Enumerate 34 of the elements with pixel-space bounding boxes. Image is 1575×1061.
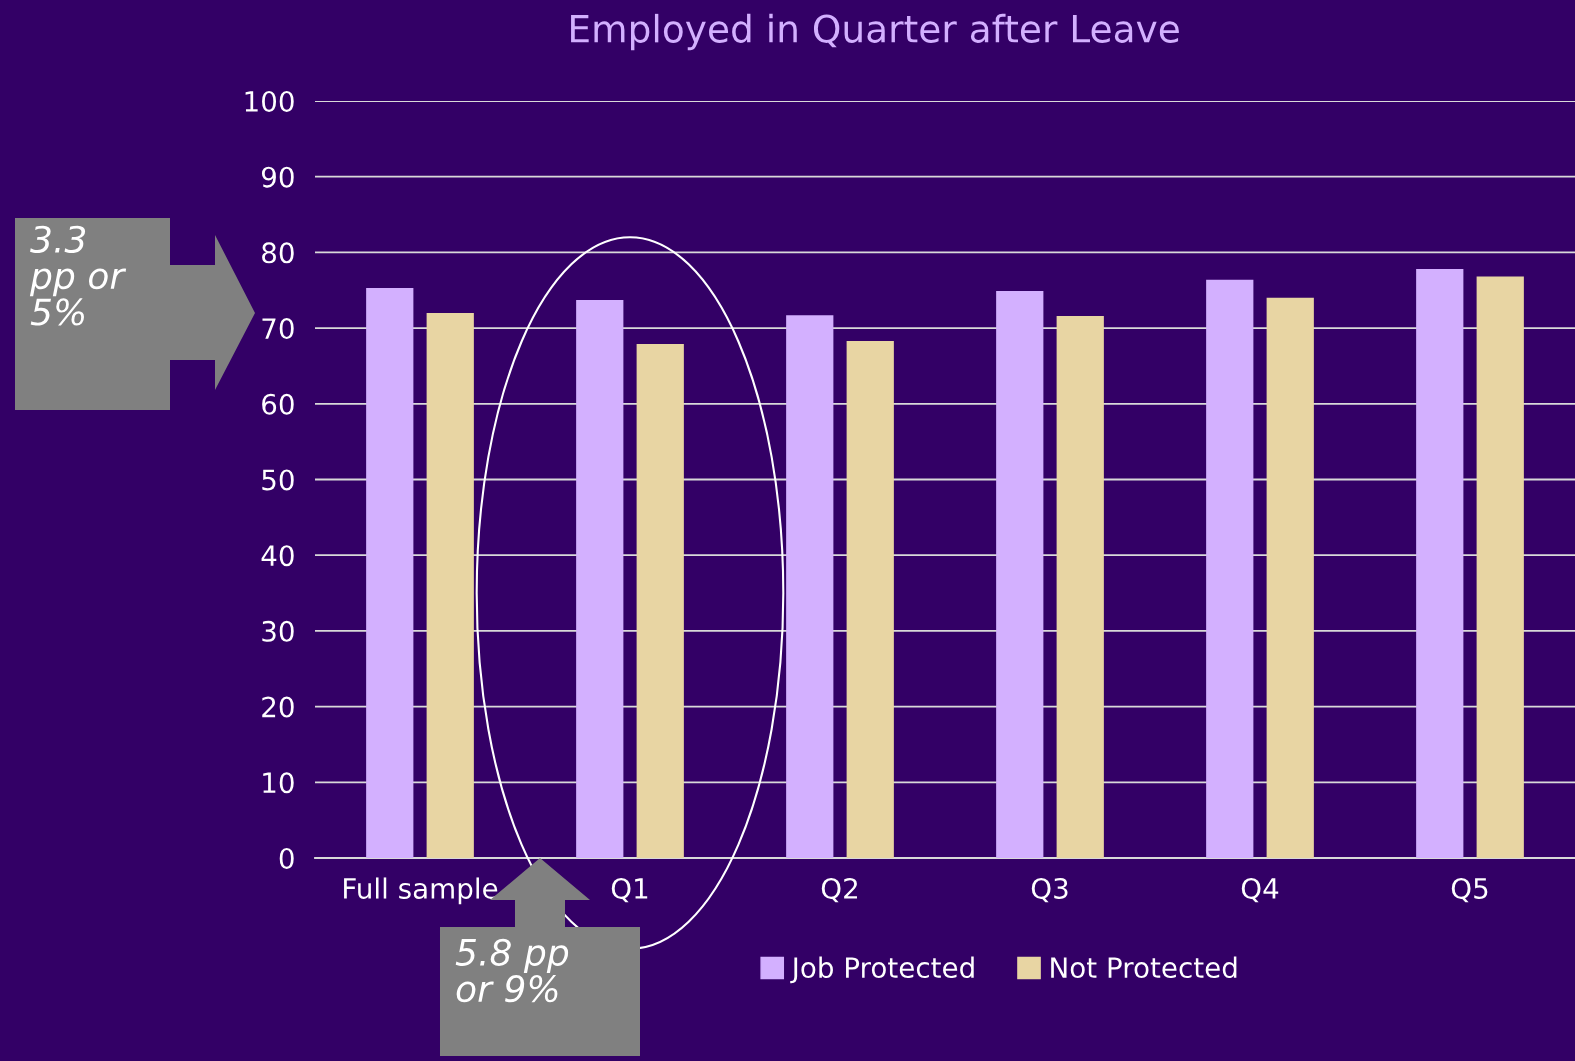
x-tick-label: Q2 [821,877,857,903]
x-tick-label: Q1 [611,877,648,903]
bar [786,315,834,858]
bar [1476,276,1524,858]
x-tick-label: Q5 [1451,877,1488,903]
bar [576,300,624,858]
y-tick-label: 50 [262,469,294,491]
y-tick-label: 40 [261,545,294,567]
x-tick-label: Q4 [1241,877,1279,903]
bar [366,287,414,858]
y-tick-label: 10 [263,772,294,794]
y-tick-label: 70 [262,318,294,340]
y-tick-label: 60 [262,393,294,415]
bar [1416,269,1464,858]
bar [996,291,1044,858]
x-tick-label: Full sample [344,877,498,905]
y-tick-label: 80 [262,242,294,264]
text: 3.3 pp or 5% [29,225,127,326]
y-tick-label: 100 [245,90,294,112]
legend-label: Job Protected [790,956,974,984]
bar [1056,315,1104,858]
chart-title: Employed in Quarter after Leave [571,13,1179,51]
y-tick-label: 0 [279,847,294,869]
bar [846,340,894,858]
legend-label: Not Protected [1051,956,1237,979]
bar [1266,297,1314,858]
bar [1206,279,1254,858]
x-tick-label: Q3 [1031,877,1068,903]
bar [636,344,684,858]
text: 5.8 pp or 9% [455,938,569,1003]
y-tick-label: 90 [261,166,294,188]
y-tick-label: 30 [262,620,294,642]
bar [426,312,474,858]
y-tick-label: 20 [262,696,294,718]
